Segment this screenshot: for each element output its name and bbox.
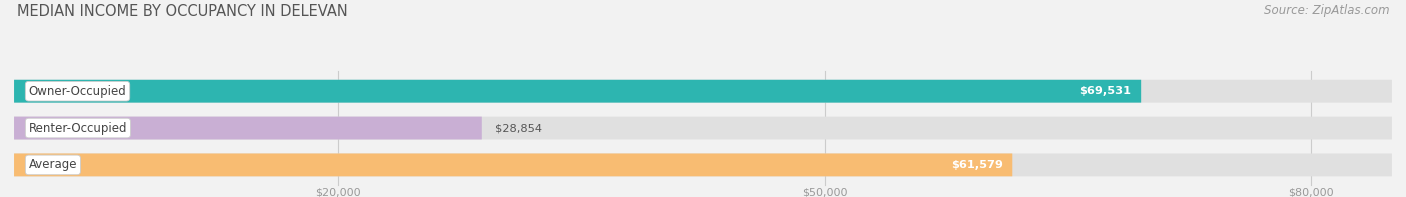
FancyBboxPatch shape xyxy=(14,117,482,139)
Text: $28,854: $28,854 xyxy=(495,123,541,133)
FancyBboxPatch shape xyxy=(14,80,1392,103)
FancyBboxPatch shape xyxy=(14,117,1392,139)
Text: Source: ZipAtlas.com: Source: ZipAtlas.com xyxy=(1264,4,1389,17)
Text: Owner-Occupied: Owner-Occupied xyxy=(28,85,127,98)
Text: $69,531: $69,531 xyxy=(1080,86,1132,96)
Text: MEDIAN INCOME BY OCCUPANCY IN DELEVAN: MEDIAN INCOME BY OCCUPANCY IN DELEVAN xyxy=(17,4,347,19)
FancyBboxPatch shape xyxy=(14,153,1012,176)
Text: $61,579: $61,579 xyxy=(950,160,1002,170)
Text: Renter-Occupied: Renter-Occupied xyxy=(28,122,127,135)
Text: Average: Average xyxy=(28,158,77,171)
FancyBboxPatch shape xyxy=(14,80,1142,103)
FancyBboxPatch shape xyxy=(14,153,1392,176)
